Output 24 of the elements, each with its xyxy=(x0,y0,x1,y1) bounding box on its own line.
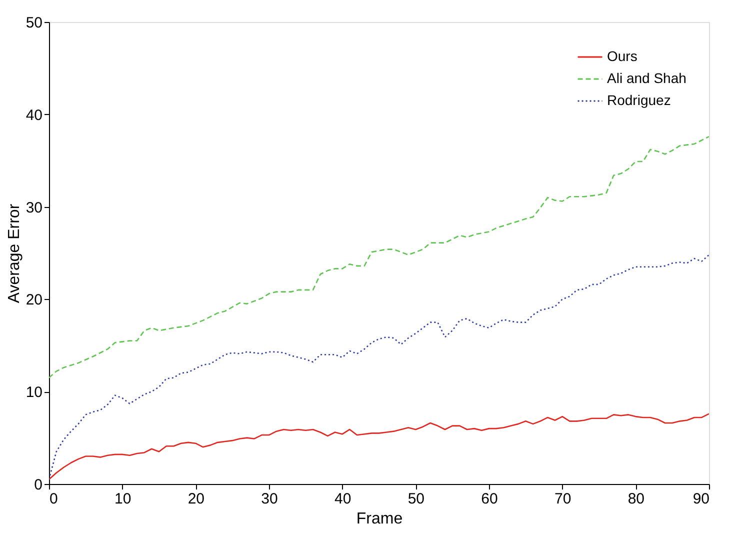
x-tick-label: 20 xyxy=(188,490,205,508)
y-tick-label: 20 xyxy=(26,292,42,309)
line-series xyxy=(49,254,709,480)
y-tick-label: 40 xyxy=(26,106,42,124)
x-tick-label: 50 xyxy=(408,490,425,508)
y-tick-label: 30 xyxy=(26,199,42,216)
x-axis-title: Frame xyxy=(356,510,403,528)
legend-label: Ali and Shah xyxy=(607,70,686,86)
x-tick-label: 80 xyxy=(628,490,645,508)
legend-label: Rodriguez xyxy=(607,92,671,108)
x-tick-label: 10 xyxy=(114,490,132,508)
y-tick-label: 50 xyxy=(26,14,42,32)
legend-label: Ours xyxy=(607,48,638,64)
y-axis-title: Average Error xyxy=(6,203,23,304)
x-tick-label: 0 xyxy=(50,490,58,508)
x-tick-label: 60 xyxy=(481,490,498,508)
x-tick-label: 90 xyxy=(692,490,710,508)
y-tick-label: 10 xyxy=(26,384,42,402)
x-tick-label: 70 xyxy=(554,490,572,508)
y-tick-label: 0 xyxy=(34,476,42,494)
line-series xyxy=(49,136,709,378)
line-series xyxy=(49,413,709,480)
x-tick-label: 30 xyxy=(261,490,278,508)
x-tick-label: 40 xyxy=(334,490,352,508)
